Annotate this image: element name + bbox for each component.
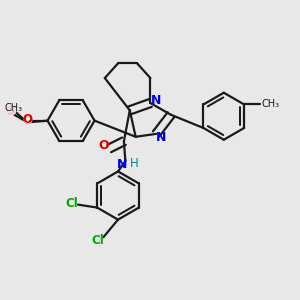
Text: Cl: Cl — [92, 234, 104, 247]
Text: O: O — [6, 105, 16, 118]
Text: O: O — [6, 105, 16, 118]
Text: N: N — [156, 131, 166, 144]
Text: CH₃: CH₃ — [4, 103, 22, 113]
Text: CH₃: CH₃ — [262, 100, 280, 110]
Text: N: N — [150, 94, 161, 107]
Text: O: O — [22, 114, 32, 128]
Text: Cl: Cl — [65, 197, 78, 210]
Text: H: H — [130, 157, 139, 170]
Text: N: N — [117, 158, 128, 171]
Text: O: O — [22, 114, 32, 128]
Text: O: O — [22, 113, 32, 126]
Text: O: O — [98, 139, 109, 152]
